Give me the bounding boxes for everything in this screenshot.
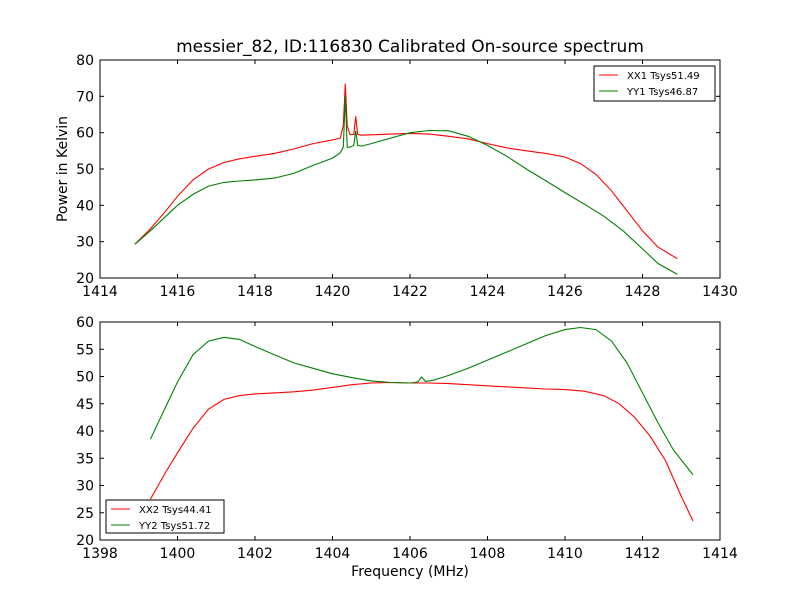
legend-label: XX2 Tsys44.41 [139,505,212,516]
x-tick-label: 1414 [702,546,738,562]
y-tick-label: 80 [76,53,94,69]
y-tick-label: 20 [76,533,94,549]
x-tick-label: 1406 [392,546,428,562]
x-tick-label: 1422 [392,284,428,300]
y-tick-label: 60 [76,126,94,142]
x-tick-label: 1404 [315,546,351,562]
y-tick-label: 35 [76,451,94,467]
y-tick-label: 70 [76,89,94,105]
chart-title: messier_82, ID:116830 Calibrated On-sour… [176,37,644,57]
legend-label: YY2 Tsys51.72 [138,521,210,532]
y-tick-label: 50 [76,162,94,178]
x-tick-label: 1418 [237,284,273,300]
y-tick-label: 40 [76,198,94,214]
x-tick-label: 1412 [625,546,661,562]
y-tick-label: 60 [76,315,94,331]
subplot-1: 1414 1416 1418 1420 1422 1424 1426 1428 1430 20 30… [76,53,738,300]
legend-label: XX1 Tsys51.49 [627,71,700,82]
x-tick-label: 1424 [470,284,506,300]
x-axis-label: Frequency (MHz) [351,564,469,580]
y-tick-label: 55 [76,342,94,358]
series-line-1 [149,381,694,522]
x-tick-label: 1402 [237,546,273,562]
y-axis-label: Power in Kelvin [55,116,71,222]
x-tick-label: 1400 [160,546,196,562]
y-tick-label: 30 [76,479,94,495]
series-line-2 [149,326,694,475]
legend-label: YY1 Tsys46.87 [626,87,698,98]
series-line-1 [134,83,678,260]
x-tick-label: 1428 [625,284,661,300]
y-tick-label: 25 [76,506,94,522]
legend: XX2 Tsys44.41 YY2 Tsys51.72 [105,499,225,534]
y-tick-label: 50 [76,370,94,386]
y-tick-label: 20 [76,271,94,287]
y-tick-label: 30 [76,235,94,251]
x-tick-label: 1398 [82,546,118,562]
legend-box [593,65,716,102]
x-tick-label: 1408 [470,546,506,562]
y-tick-label: 40 [76,424,94,440]
x-tick-label: 1426 [547,284,583,300]
y-tick-label: 45 [76,397,94,413]
x-tick-label: 1430 [702,284,738,300]
series-line-2 [134,96,678,275]
x-tick-label: 1420 [315,284,351,300]
x-tick-label: 1416 [160,284,196,300]
legend-box [105,499,225,534]
x-tick-label: 1410 [547,546,583,562]
legend: XX1 Tsys51.49 YY1 Tsys46.87 [593,65,716,102]
subplot-2: 1398 1400 1402 1404 1406 1408 1410 1412 1414 20 25… [76,315,738,562]
x-tick-label: 1414 [82,284,118,300]
